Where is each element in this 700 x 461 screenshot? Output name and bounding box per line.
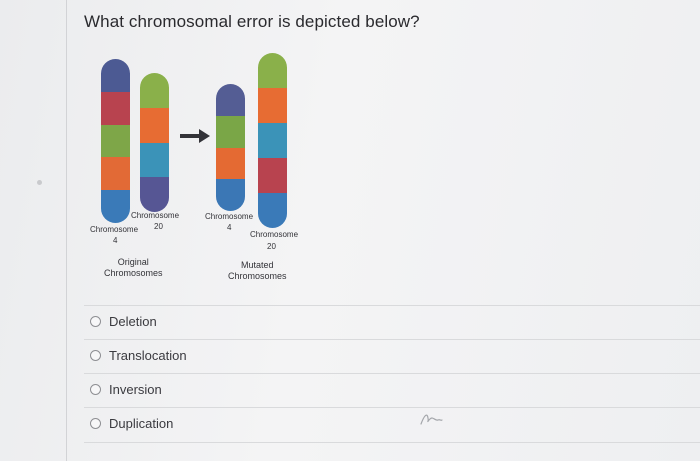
chromosome-band (101, 157, 130, 191)
chromosome-band (101, 124, 130, 158)
question-text: What chromosomal error is depicted below… (84, 12, 420, 31)
mutated-caption-line2: Chromosomes (228, 271, 287, 282)
left-margin-rule (66, 0, 67, 461)
original-caption-line2: Chromosomes (104, 268, 163, 279)
mutated-chromosome-4-number: 4 (227, 223, 232, 232)
mutated-chromosome-20-label: Chromosome (250, 230, 299, 239)
original-chromosome-4-number: 4 (113, 236, 118, 245)
option-divider (84, 442, 700, 443)
original-chromosome-20-number: 20 (154, 222, 163, 231)
mutated-caption-line1: Mutated (241, 260, 274, 270)
option-deletion[interactable]: Deletion (90, 310, 157, 332)
option-label: Deletion (109, 313, 157, 329)
pen-scribble-icon (420, 414, 443, 425)
option-divider (84, 339, 700, 340)
option-label: Translocation (109, 347, 187, 363)
option-divider (84, 305, 700, 306)
mutated-chromosome-4-label: Chromosome (205, 212, 254, 221)
option-label: Inversion (109, 381, 162, 397)
chromosome-band (101, 190, 130, 223)
right-arrow-icon (180, 129, 210, 143)
option-duplication[interactable]: Duplication (90, 412, 173, 434)
option-divider (84, 373, 700, 374)
radio-icon[interactable] (90, 417, 101, 429)
original-chromosome-4-label: Chromosome (90, 225, 139, 234)
chromosome-band (101, 91, 130, 125)
chromosome-band (258, 123, 287, 158)
chromosome-band (140, 73, 169, 108)
chromosome-band (216, 179, 245, 211)
chromosome-band (101, 59, 130, 92)
option-divider (84, 407, 700, 408)
original-caption: Original Chromosomes (104, 257, 163, 280)
chromosome-band (258, 193, 287, 228)
margin-dot (37, 180, 42, 185)
original-chromosome-20-label: Chromosome (131, 211, 180, 220)
original-chromosome-4 (101, 59, 130, 223)
mutated-caption: Mutated Chromosomes (228, 260, 287, 283)
mutated-chromosome-20 (258, 53, 287, 228)
chromosome-band (140, 142, 169, 178)
option-label: Duplication (109, 415, 174, 431)
option-inversion[interactable]: Inversion (90, 378, 162, 400)
mutated-chromosome-4 (216, 84, 245, 211)
original-chromosome-20 (140, 73, 169, 212)
radio-icon[interactable] (90, 315, 101, 327)
chromosome-band (216, 84, 245, 116)
chromosome-band (258, 53, 287, 88)
chromosome-band (216, 115, 245, 148)
mutated-chromosome-20-number: 20 (267, 242, 276, 251)
chromosome-band (258, 158, 287, 193)
chromosome-band (258, 88, 287, 123)
radio-icon[interactable] (90, 383, 101, 395)
original-caption-line1: Original (117, 257, 149, 267)
chromosome-band (140, 107, 169, 143)
radio-icon[interactable] (90, 349, 101, 361)
chromosome-figure: Chromosome 20 Chromosome 4 Chromosome 4 … (84, 50, 324, 290)
option-translocation[interactable]: Translocation (90, 344, 187, 366)
chromosome-band (140, 177, 169, 212)
chromosome-band (216, 147, 245, 180)
